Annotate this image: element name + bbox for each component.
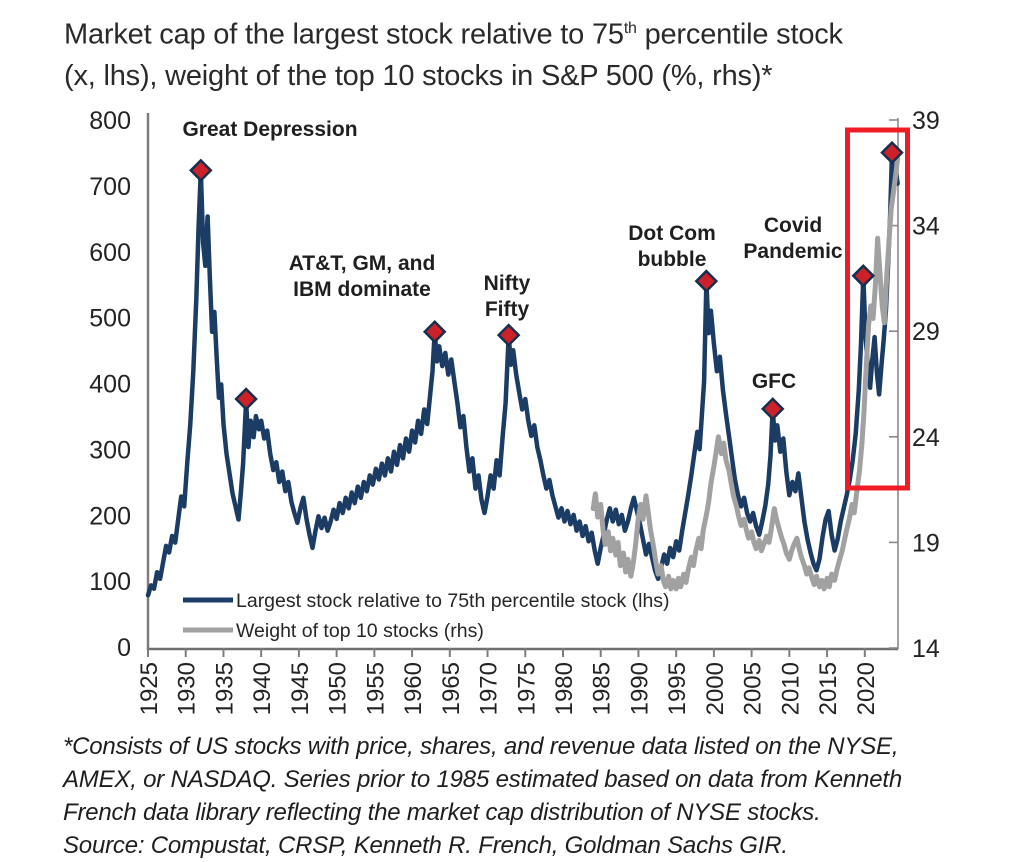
left-axis-tick-label: 300 — [89, 436, 131, 464]
x-axis-tick-label: 1960 — [400, 662, 427, 715]
x-axis-tick-label: 1975 — [513, 662, 540, 715]
event-diamond-marker — [189, 158, 213, 183]
left-axis-tick-label: 700 — [89, 173, 131, 201]
event-diamond-marker — [234, 387, 258, 411]
x-axis-tick-label: 1930 — [174, 662, 201, 715]
x-axis-tick-label: 1990 — [626, 662, 653, 715]
event-diamond-marker — [422, 320, 447, 344]
footnote-line: *Consists of US stocks with price, share… — [63, 733, 899, 760]
left-axis-tick-label: 500 — [89, 305, 131, 333]
x-axis-tick-label: 1985 — [589, 662, 616, 715]
annotation-nifty-fifty: Nifty Fifty — [483, 272, 531, 321]
x-axis-tick-label: 2005 — [740, 662, 767, 715]
annotation-covid: Covid Pandemic — [743, 214, 843, 263]
x-axis-tick-label: 1935 — [211, 662, 238, 715]
event-diamond-marker — [851, 264, 876, 288]
x-axis-tick-label: 2000 — [702, 662, 729, 715]
x-axis-tick-label: 2010 — [777, 662, 804, 715]
chart-title-line2: (x, lhs), weight of the top 10 stocks in… — [64, 59, 773, 92]
chart-title-line1: Market cap of the largest stock relative… — [64, 18, 843, 51]
annotation-dot-com: Dot Com bubble — [628, 222, 716, 271]
x-axis-tick-label: 1995 — [664, 662, 691, 715]
event-diamond-marker — [760, 397, 785, 421]
series-line-left — [145, 150, 900, 598]
left-axis-tick-label: 600 — [89, 239, 131, 267]
x-axis-tick-label: 2015 — [815, 662, 842, 715]
x-axis-tick-label: 1950 — [325, 662, 352, 715]
left-axis-tick-label: 400 — [89, 371, 131, 399]
plot-series-and-ticks: 1925 1930 1935 1940 1945 1950 1955 1960 1965 1970… — [89, 107, 940, 715]
legend-label-largest-stock: Largest stock relative to 75th percentil… — [236, 590, 670, 612]
annotation-great-depression: Great Depression — [182, 118, 358, 141]
footnote-line: AMEX, or NASDAQ. Series prior to 1985 es… — [63, 766, 902, 793]
event-diamond-marker — [694, 269, 719, 293]
x-axis-tick-label: 1955 — [362, 662, 389, 715]
annotation-att-gm-ibm: AT&T, GM, and IBM dominate — [288, 252, 436, 301]
annotation-gfc: GFC — [751, 370, 797, 393]
x-axis-tick-label: 1980 — [551, 662, 578, 715]
event-diamond-marker — [496, 323, 521, 347]
footnote-source: Source: Compustat, CRSP, Kenneth R. Fren… — [63, 832, 788, 859]
x-axis-tick-label: 1940 — [249, 662, 276, 715]
right-axis-tick-label: 24 — [912, 424, 940, 452]
x-axis-tick-label: 2020 — [853, 662, 880, 715]
x-axis-tick-label: 1945 — [287, 662, 314, 715]
chart-title: Market cap of the largest stock relative… — [64, 8, 843, 97]
left-axis-tick-label: 200 — [89, 502, 131, 530]
superscript-th: th — [623, 20, 637, 37]
right-axis-tick-label: 19 — [912, 529, 940, 557]
legend-label-top10-weight: Weight of top 10 stocks (rhs) — [236, 620, 484, 642]
right-axis-tick-label: 39 — [912, 107, 940, 135]
right-axis-tick-label: 14 — [912, 635, 940, 663]
footnote-line: French data library reflecting the marke… — [63, 799, 821, 826]
right-axis-tick-label: 29 — [912, 318, 940, 346]
footnote: *Consists of US stocks with price, share… — [63, 730, 993, 862]
right-axis-tick-label: 34 — [912, 213, 940, 241]
series-line-right — [590, 155, 901, 592]
legend: Largest stock relative to 75th percentil… — [183, 590, 670, 642]
left-axis-tick-label: 100 — [89, 568, 131, 596]
chart-plot-area: 1925 1930 1935 1940 1945 1950 1955 1960 1965 1970… — [89, 107, 940, 715]
left-axis-tick-label: 800 — [89, 107, 131, 135]
x-axis-tick-label: 1970 — [476, 662, 503, 715]
highlight-box — [845, 127, 910, 491]
event-diamond-marker — [880, 140, 904, 165]
x-axis-tick-label: 1925 — [136, 662, 163, 715]
axes — [146, 113, 899, 651]
x-axis-tick-label: 1965 — [438, 662, 465, 715]
left-axis-tick-label: 0 — [117, 634, 131, 662]
